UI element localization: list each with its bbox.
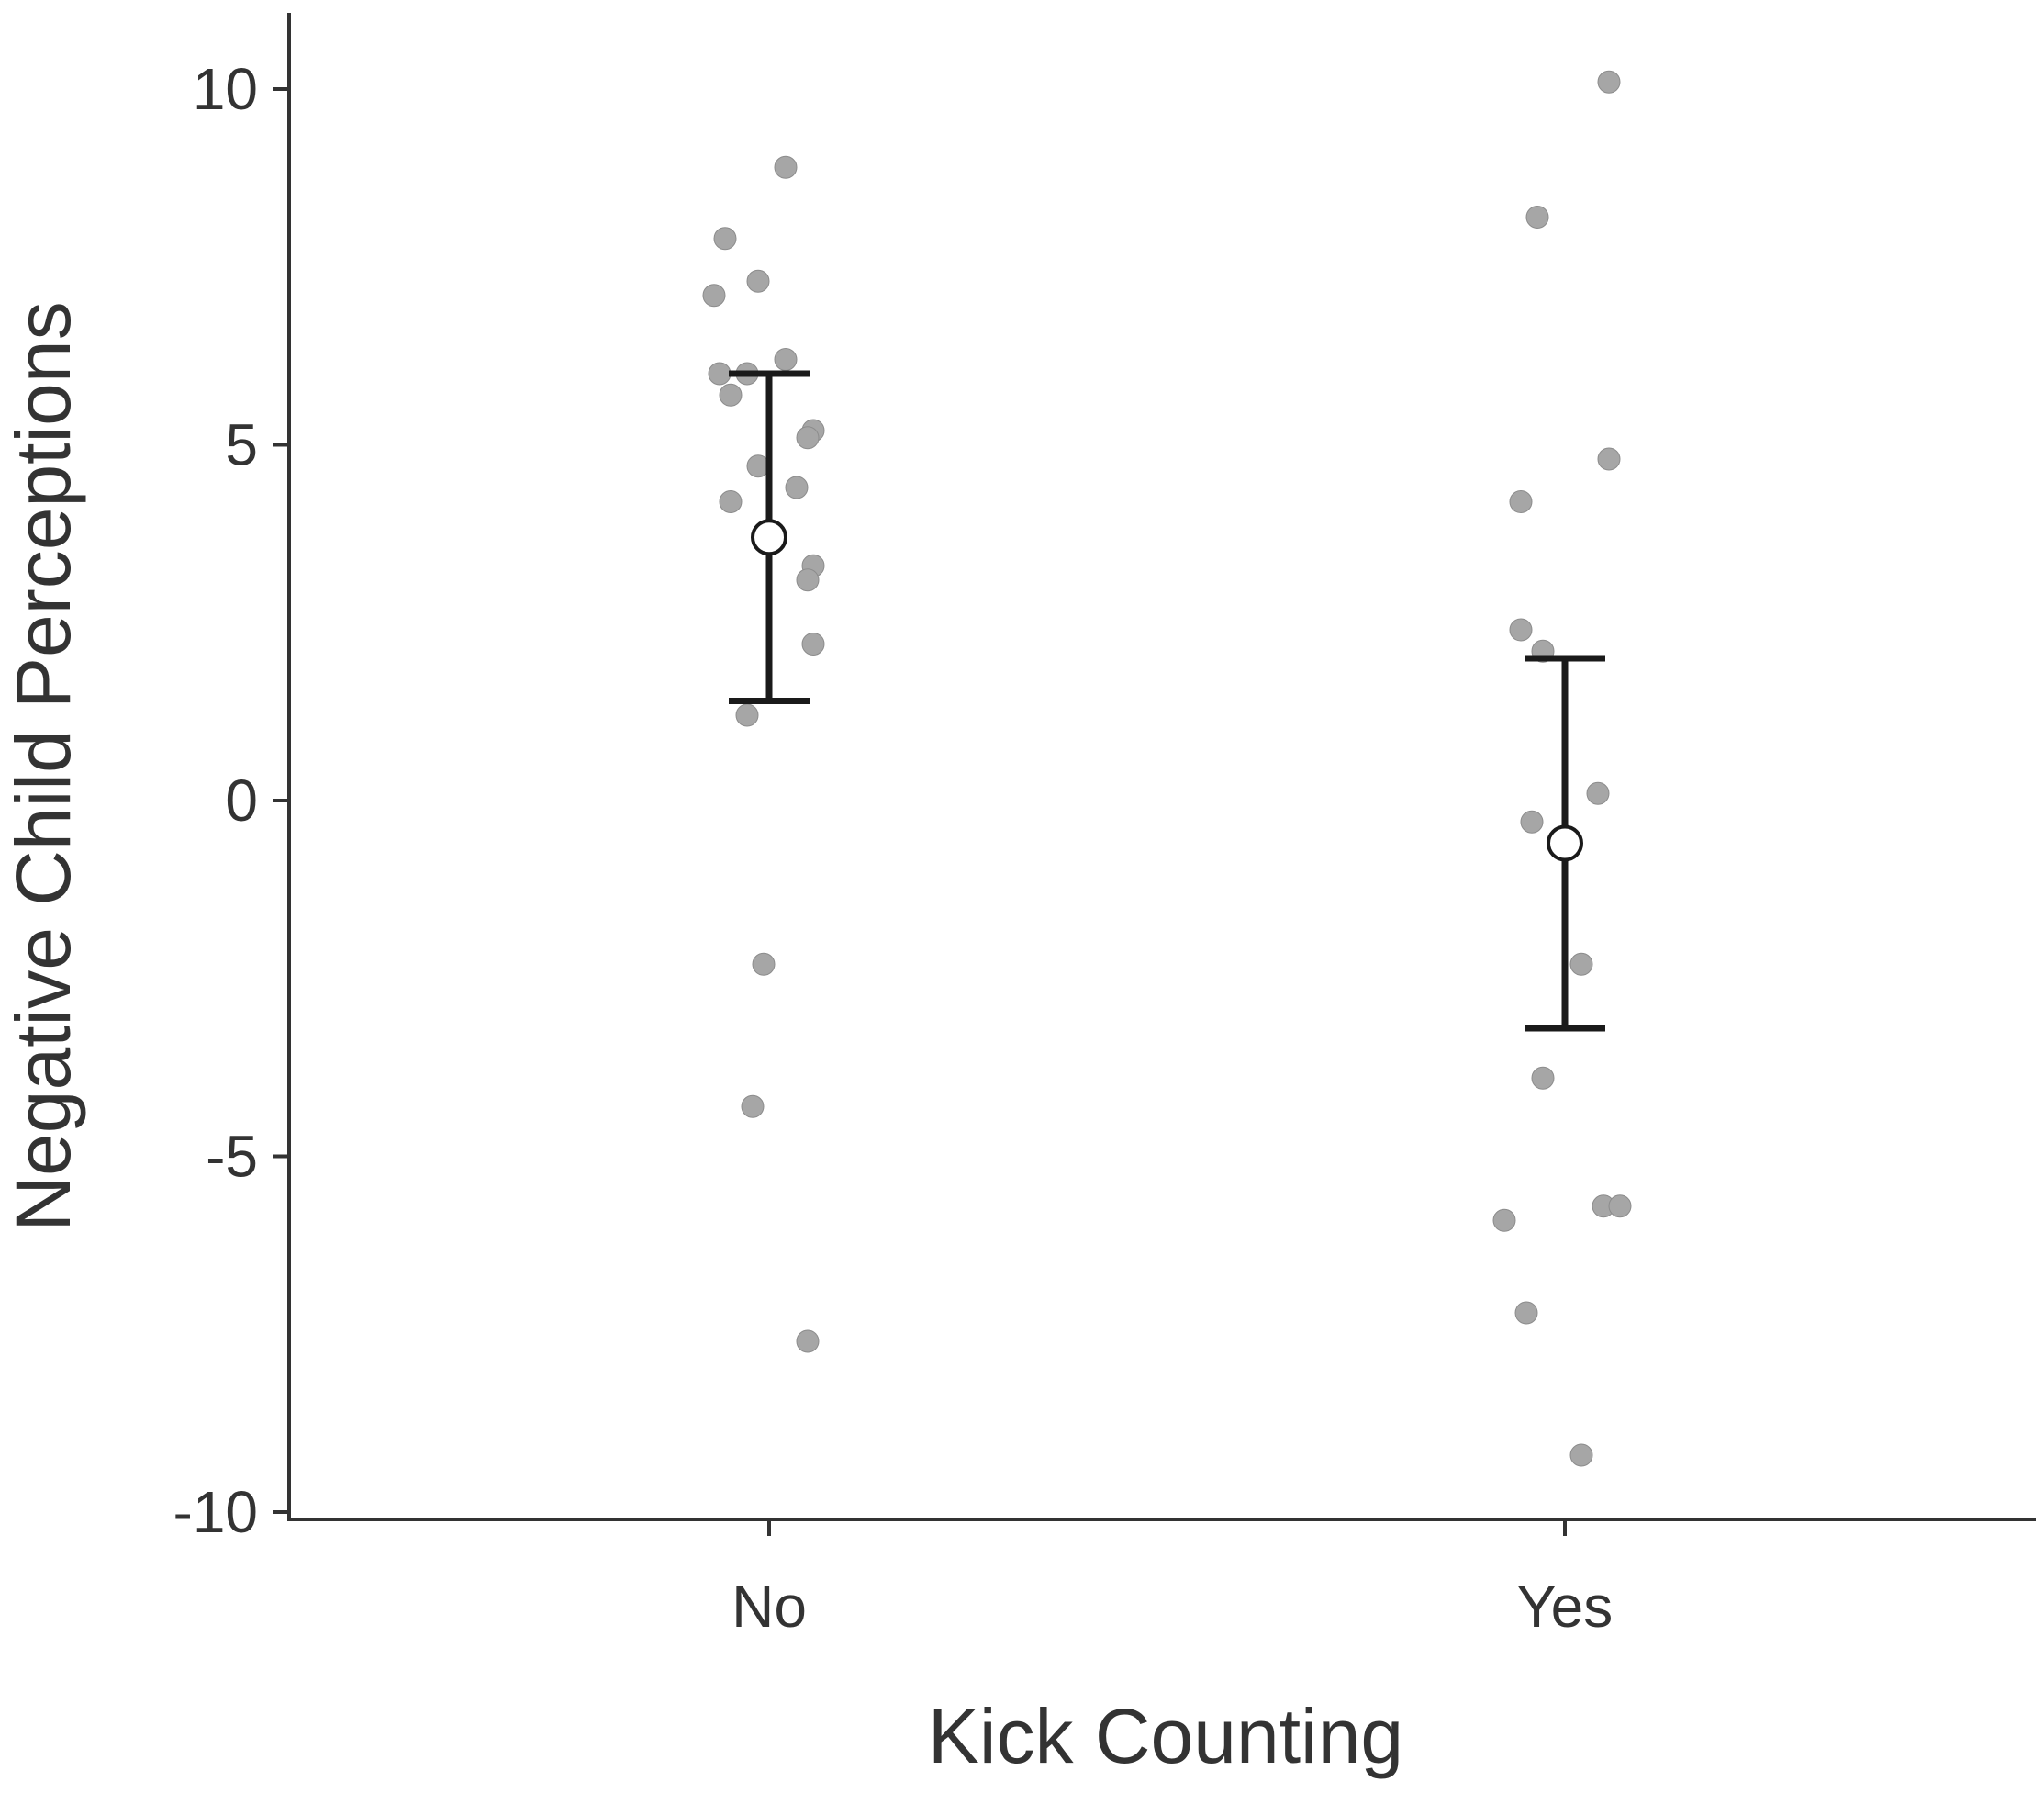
data-point bbox=[785, 476, 809, 499]
data-point bbox=[1514, 1301, 1538, 1325]
data-point bbox=[713, 227, 737, 251]
axes bbox=[287, 13, 2036, 1521]
y-tick-label: -5 bbox=[206, 1124, 258, 1190]
data-point bbox=[1586, 781, 1610, 805]
x-tick-label: No bbox=[732, 1574, 807, 1640]
data-point bbox=[796, 1329, 820, 1353]
data-point bbox=[801, 633, 825, 656]
summary-layer bbox=[729, 370, 1605, 1032]
y-tick-label: 10 bbox=[193, 56, 258, 122]
x-ticks: No Yes bbox=[732, 1519, 1613, 1640]
y-tick-label: -10 bbox=[173, 1479, 259, 1545]
data-point bbox=[774, 155, 798, 179]
y-ticks: 10 5 0 -5 -10 bbox=[173, 56, 289, 1545]
y-axis-title: Negative Child Perceptions bbox=[0, 301, 86, 1231]
y-tick-label: 0 bbox=[225, 768, 258, 834]
data-point bbox=[796, 568, 820, 592]
x-tick-label: Yes bbox=[1517, 1574, 1613, 1640]
data-point bbox=[746, 269, 770, 293]
data-point bbox=[1531, 1066, 1555, 1090]
data-point bbox=[719, 383, 743, 407]
data-point bbox=[1525, 206, 1549, 229]
data-point bbox=[796, 426, 820, 450]
data-point bbox=[1492, 1208, 1516, 1232]
y-tick-label: 5 bbox=[225, 412, 258, 478]
data-point bbox=[719, 490, 743, 513]
data-point bbox=[752, 952, 776, 976]
raw-points-layer bbox=[702, 70, 1632, 1467]
data-point bbox=[746, 454, 770, 478]
x-axis-title: Kick Counting bbox=[928, 1693, 1403, 1779]
data-point bbox=[741, 1094, 765, 1118]
data-point bbox=[774, 348, 798, 371]
mean-point bbox=[751, 519, 787, 556]
data-point bbox=[1597, 70, 1621, 94]
data-point bbox=[1597, 447, 1621, 471]
data-point bbox=[1608, 1194, 1632, 1218]
data-point bbox=[702, 284, 726, 308]
data-point bbox=[1509, 618, 1533, 642]
data-point bbox=[735, 703, 759, 727]
data-point bbox=[1509, 490, 1533, 513]
data-point bbox=[1569, 1443, 1593, 1467]
data-point bbox=[708, 362, 732, 386]
mean-point bbox=[1547, 824, 1583, 862]
data-point bbox=[1520, 810, 1544, 834]
data-point bbox=[1569, 952, 1593, 976]
